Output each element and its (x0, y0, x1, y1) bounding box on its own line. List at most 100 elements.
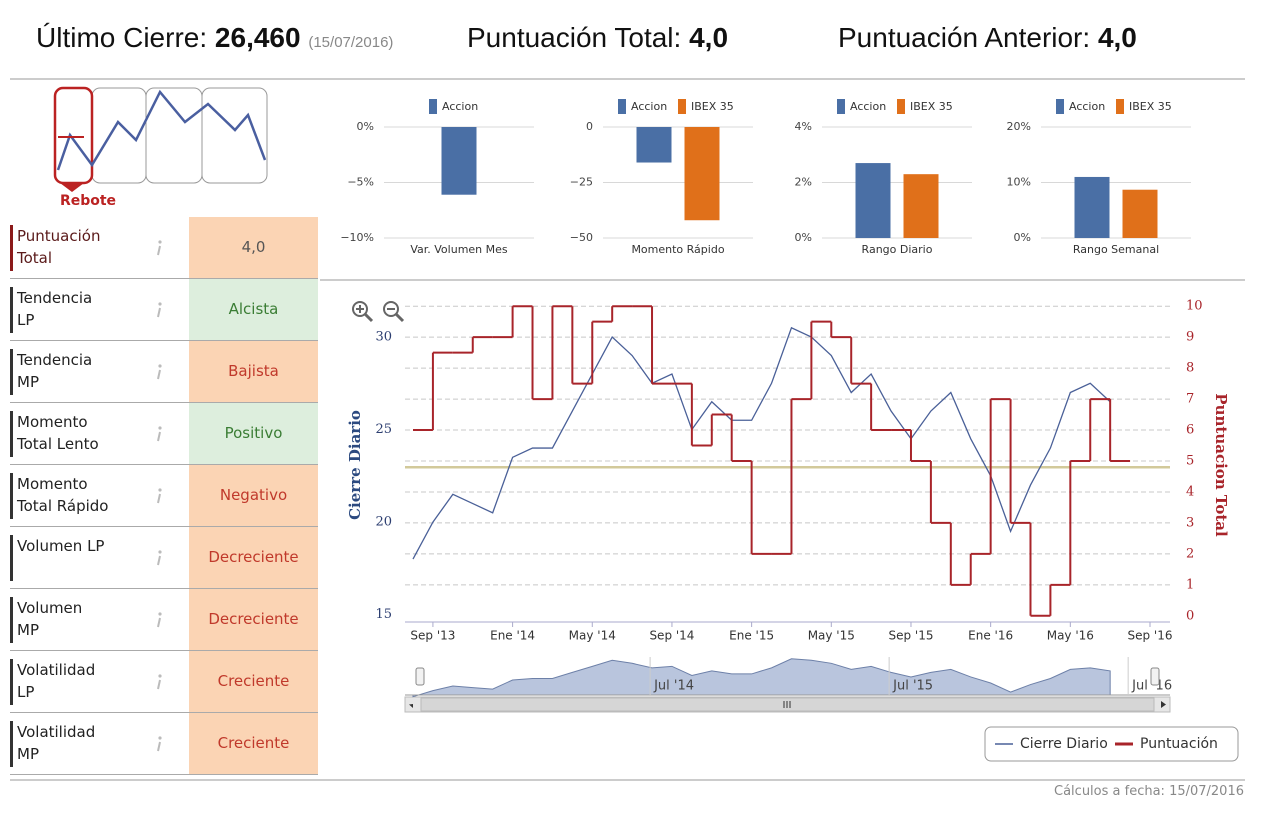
legend-label: Accion (1069, 100, 1105, 113)
bar (855, 163, 891, 238)
row-label: Puntuación Total (10, 225, 109, 271)
legend-swatch (618, 99, 626, 114)
bar (903, 174, 939, 238)
legend-swatch (678, 99, 686, 114)
row-label: Volumen LP (10, 535, 109, 581)
x-tick-label: Sep '16 (1128, 629, 1173, 643)
header-value: 26,460 (214, 22, 301, 53)
bar (1074, 176, 1110, 238)
row-value: Creciente (189, 651, 318, 712)
y-tick-label: 4% (795, 120, 812, 133)
legend-swatch (1056, 99, 1064, 114)
y2-tick-label: 10 (1186, 299, 1203, 314)
row-value: Positivo (189, 403, 318, 464)
y-tick-label: 0% (1014, 231, 1031, 244)
row-label: Tendencia LP (10, 287, 109, 333)
row-value: Creciente (189, 713, 318, 774)
y-tick-label: −25 (570, 176, 593, 189)
y-tick-label: 10% (1007, 176, 1031, 189)
info-icon (155, 611, 163, 633)
footer: Cálculos a fecha: 15/07/2016 (1054, 784, 1244, 799)
bar (636, 127, 672, 163)
navigator-tick-label: Jul '15 (892, 679, 933, 694)
y2-tick-label: 4 (1186, 484, 1194, 499)
header-item: Puntuación Total: 4,0 (467, 22, 728, 54)
row-label: Tendencia MP (10, 349, 109, 395)
info-icon (155, 487, 163, 509)
x-category-label: Var. Volumen Mes (410, 243, 508, 256)
bar (1122, 189, 1158, 238)
row-value: Decreciente (189, 589, 318, 650)
y-tick-label: 0% (795, 231, 812, 244)
x-tick-label: Sep '14 (649, 629, 694, 643)
row-value: Negativo (189, 465, 318, 526)
x-tick-label: May '15 (808, 629, 855, 643)
row-value: Bajista (189, 341, 318, 402)
info-icon (155, 735, 163, 757)
series-line (412, 326, 1111, 560)
legend-label: Puntuación (1140, 736, 1218, 752)
row-label: Volatilidad MP (10, 721, 109, 767)
y-tick-label: −5% (347, 176, 374, 189)
header-label: Último Cierre: (36, 22, 208, 53)
legend-label: IBEX 35 (691, 100, 734, 113)
x-category-label: Rango Semanal (1073, 243, 1159, 256)
table-row: Momento Total Rápido Negativo (10, 465, 318, 527)
header-item: Último Cierre: 26,460 (15/07/2016) (36, 22, 393, 54)
navigator-tick-label: Jul '16 (1131, 679, 1172, 694)
navigator-tick-label: Jul '14 (653, 679, 694, 694)
legend-swatch (1116, 99, 1124, 114)
x-category-label: Rango Diario (862, 243, 933, 256)
pattern-icon: Rebote (53, 86, 268, 209)
table-row: Puntuación Total 4,0 (10, 217, 318, 279)
scrollbar[interactable] (404, 696, 1171, 713)
legend-label: Cierre Diario (1020, 736, 1108, 752)
bar (684, 127, 720, 221)
x-tick-label: May '14 (569, 629, 616, 643)
legend-label: Accion (442, 100, 478, 113)
legend-box (984, 726, 1239, 762)
legend-swatch (429, 99, 437, 114)
info-icon (155, 363, 163, 385)
y2-tick-label: 1 (1186, 577, 1194, 592)
header-value: 4,0 (689, 22, 729, 53)
y-tick-label: 0% (357, 120, 374, 133)
y2-tick-label: 8 (1186, 361, 1194, 376)
y-tick-label: 20% (1007, 120, 1031, 133)
y-tick-label: 20 (375, 515, 392, 530)
y-tick-label: 30 (375, 330, 392, 345)
y2-tick-label: 9 (1186, 330, 1194, 345)
header-label: Puntuación Total: (467, 22, 682, 53)
y2-tick-label: 0 (1186, 608, 1194, 623)
y-tick-label: 2% (795, 176, 812, 189)
table-row: Tendencia LP Alcista (10, 279, 318, 341)
header-label: Puntuación Anterior: (838, 22, 1091, 53)
row-label: Momento Total Rápido (10, 473, 109, 519)
table-row: Momento Total Lento Positivo (10, 403, 318, 465)
zoom-in[interactable] (352, 301, 374, 323)
navigator-area (412, 658, 1111, 698)
y-tick-label: −50 (570, 231, 593, 244)
table-row: Volatilidad LP Creciente (10, 651, 318, 713)
x-tick-label: Ene '15 (729, 629, 774, 643)
score-table: Puntuación Total 4,0 Tendencia LP Alcista Te… (10, 217, 318, 775)
legend-swatch (837, 99, 845, 114)
row-value: Alcista (189, 279, 318, 340)
row-label: Momento Total Lento (10, 411, 109, 457)
row-label: Volumen MP (10, 597, 109, 643)
y-tick-label: 25 (375, 422, 392, 437)
y-axis-title: Cierre Diario (346, 410, 364, 520)
info-icon (155, 239, 163, 261)
info-icon (155, 549, 163, 571)
info-icon (155, 425, 163, 447)
legend-swatch (897, 99, 905, 114)
y2-tick-label: 6 (1186, 423, 1194, 438)
row-value: Decreciente (189, 527, 318, 588)
zoom-out[interactable] (383, 301, 405, 323)
x-tick-label: Sep '13 (410, 629, 455, 643)
header-item: Puntuación Anterior: 4,0 (838, 22, 1137, 54)
y-tick-label: 15 (375, 607, 392, 622)
row-value: 4,0 (189, 217, 318, 278)
